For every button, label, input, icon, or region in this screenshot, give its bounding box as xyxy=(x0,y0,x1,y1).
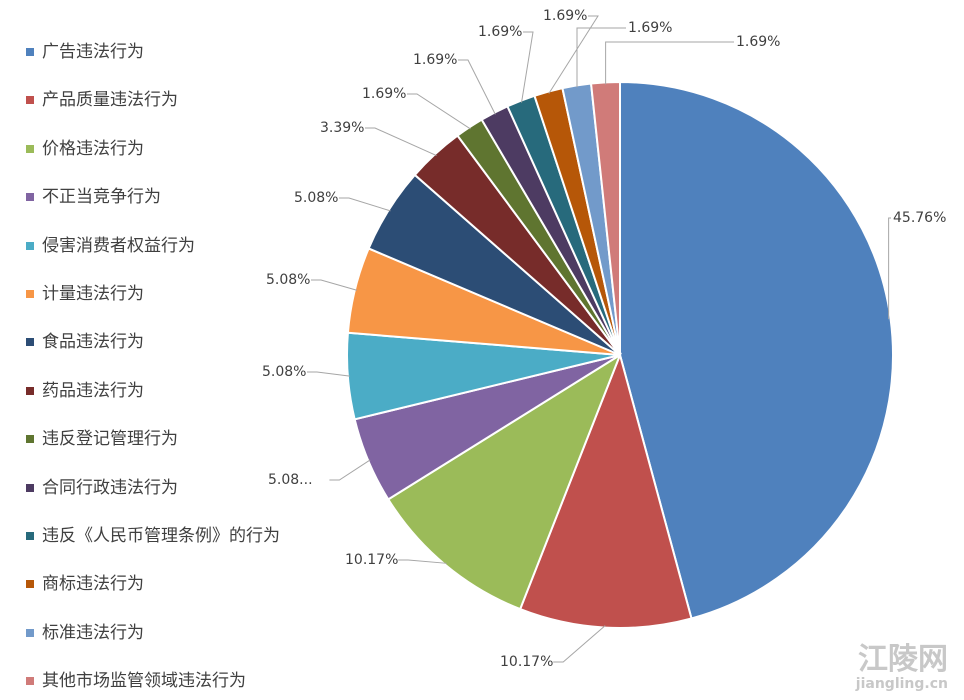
data-label: 5.08% xyxy=(266,272,310,288)
data-label: 1.69% xyxy=(362,86,406,102)
legend-swatch xyxy=(26,532,34,540)
watermark: 江陵网 jiangling.cn xyxy=(855,642,948,693)
legend-item: 合同行政违法行为 xyxy=(26,477,304,499)
legend-label: 不正当竞争行为 xyxy=(42,187,161,208)
data-label: 5.08% xyxy=(294,190,338,206)
legend-label: 药品违法行为 xyxy=(42,380,144,401)
leader-line xyxy=(398,559,447,564)
leader-line xyxy=(307,371,350,377)
legend-label: 计量违法行为 xyxy=(42,284,144,304)
legend-swatch xyxy=(26,483,34,492)
legend-label: 标准违法行为 xyxy=(42,622,144,643)
leader-line xyxy=(605,41,734,85)
legend-swatch xyxy=(26,435,34,444)
data-label: 1.69% xyxy=(543,8,587,24)
leader-line xyxy=(888,217,891,320)
legend-swatch xyxy=(26,96,34,105)
legend-label: 侵害消费者权益行为 xyxy=(42,235,195,256)
leader-line xyxy=(311,279,357,291)
data-label: 1.69% xyxy=(736,34,780,50)
legend-item: 违反登记管理行为 xyxy=(26,428,304,450)
leader-line xyxy=(576,27,626,88)
legend-label: 其他市场监管领域违法行为 xyxy=(42,671,246,692)
legend-label: 违反《人民币管理条例》的行为 xyxy=(42,526,280,546)
legend-item: 价格违法行为 xyxy=(26,138,304,160)
leader-line xyxy=(553,625,606,663)
legend-label: 违反登记管理行为 xyxy=(42,429,178,450)
leader-line xyxy=(458,59,496,115)
pie-slice xyxy=(386,352,623,611)
legend-swatch xyxy=(26,193,34,202)
legend-swatch xyxy=(26,48,34,56)
legend-swatch xyxy=(26,144,34,153)
legend-swatch xyxy=(26,580,34,589)
legend-label: 广告违法行为 xyxy=(42,42,144,62)
legend-item: 违反《人民币管理条例》的行为 xyxy=(26,525,304,547)
legend-item: 计量违法行为 xyxy=(26,283,304,305)
legend-item: 商标违法行为 xyxy=(26,573,304,595)
legend-item: 侵害消费者权益行为 xyxy=(26,235,304,257)
watermark-url: jiangling.cn xyxy=(855,676,948,692)
data-label: 1.69% xyxy=(478,24,522,40)
leader-line xyxy=(365,127,437,157)
data-label: 5.08% xyxy=(262,364,306,380)
legend-label: 商标违法行为 xyxy=(42,574,144,595)
leader-line xyxy=(407,93,471,130)
legend-item: 药品违法行为 xyxy=(26,380,304,402)
legend-swatch xyxy=(26,338,34,347)
legend-swatch xyxy=(26,290,34,298)
legend-label: 食品违法行为 xyxy=(42,332,144,353)
legend-item: 其他市场监管领域违法行为 xyxy=(26,670,304,692)
data-label: 5.08... xyxy=(268,472,313,488)
leader-line xyxy=(329,459,371,481)
data-label: 3.39% xyxy=(320,120,364,136)
leader-line xyxy=(521,31,534,103)
legend-item: 食品违法行为 xyxy=(26,331,304,353)
legend-label: 合同行政违法行为 xyxy=(42,477,178,498)
watermark-title: 江陵网 xyxy=(858,642,948,677)
legend-swatch xyxy=(26,677,34,686)
legend-item: 标准违法行为 xyxy=(26,622,304,644)
leader-line xyxy=(548,15,599,94)
data-label: 1.69% xyxy=(628,20,672,36)
data-label: 10.17% xyxy=(500,654,553,670)
leader-line xyxy=(339,197,391,212)
pie-slice xyxy=(619,80,894,620)
legend-label: 价格违法行为 xyxy=(42,138,144,159)
legend-item: 产品质量违法行为 xyxy=(26,89,304,111)
legend-swatch xyxy=(26,386,34,395)
data-label: 10.17% xyxy=(345,552,398,568)
data-label: 1.69% xyxy=(413,52,457,68)
legend-swatch xyxy=(26,241,34,250)
pie-slice xyxy=(518,351,693,629)
legend-item: 广告违法行为 xyxy=(26,41,304,63)
legend-item: 不正当竞争行为 xyxy=(26,186,304,208)
legend-label: 产品质量违法行为 xyxy=(42,90,178,111)
legend-swatch xyxy=(26,628,34,637)
data-label: 45.76% xyxy=(893,210,946,226)
